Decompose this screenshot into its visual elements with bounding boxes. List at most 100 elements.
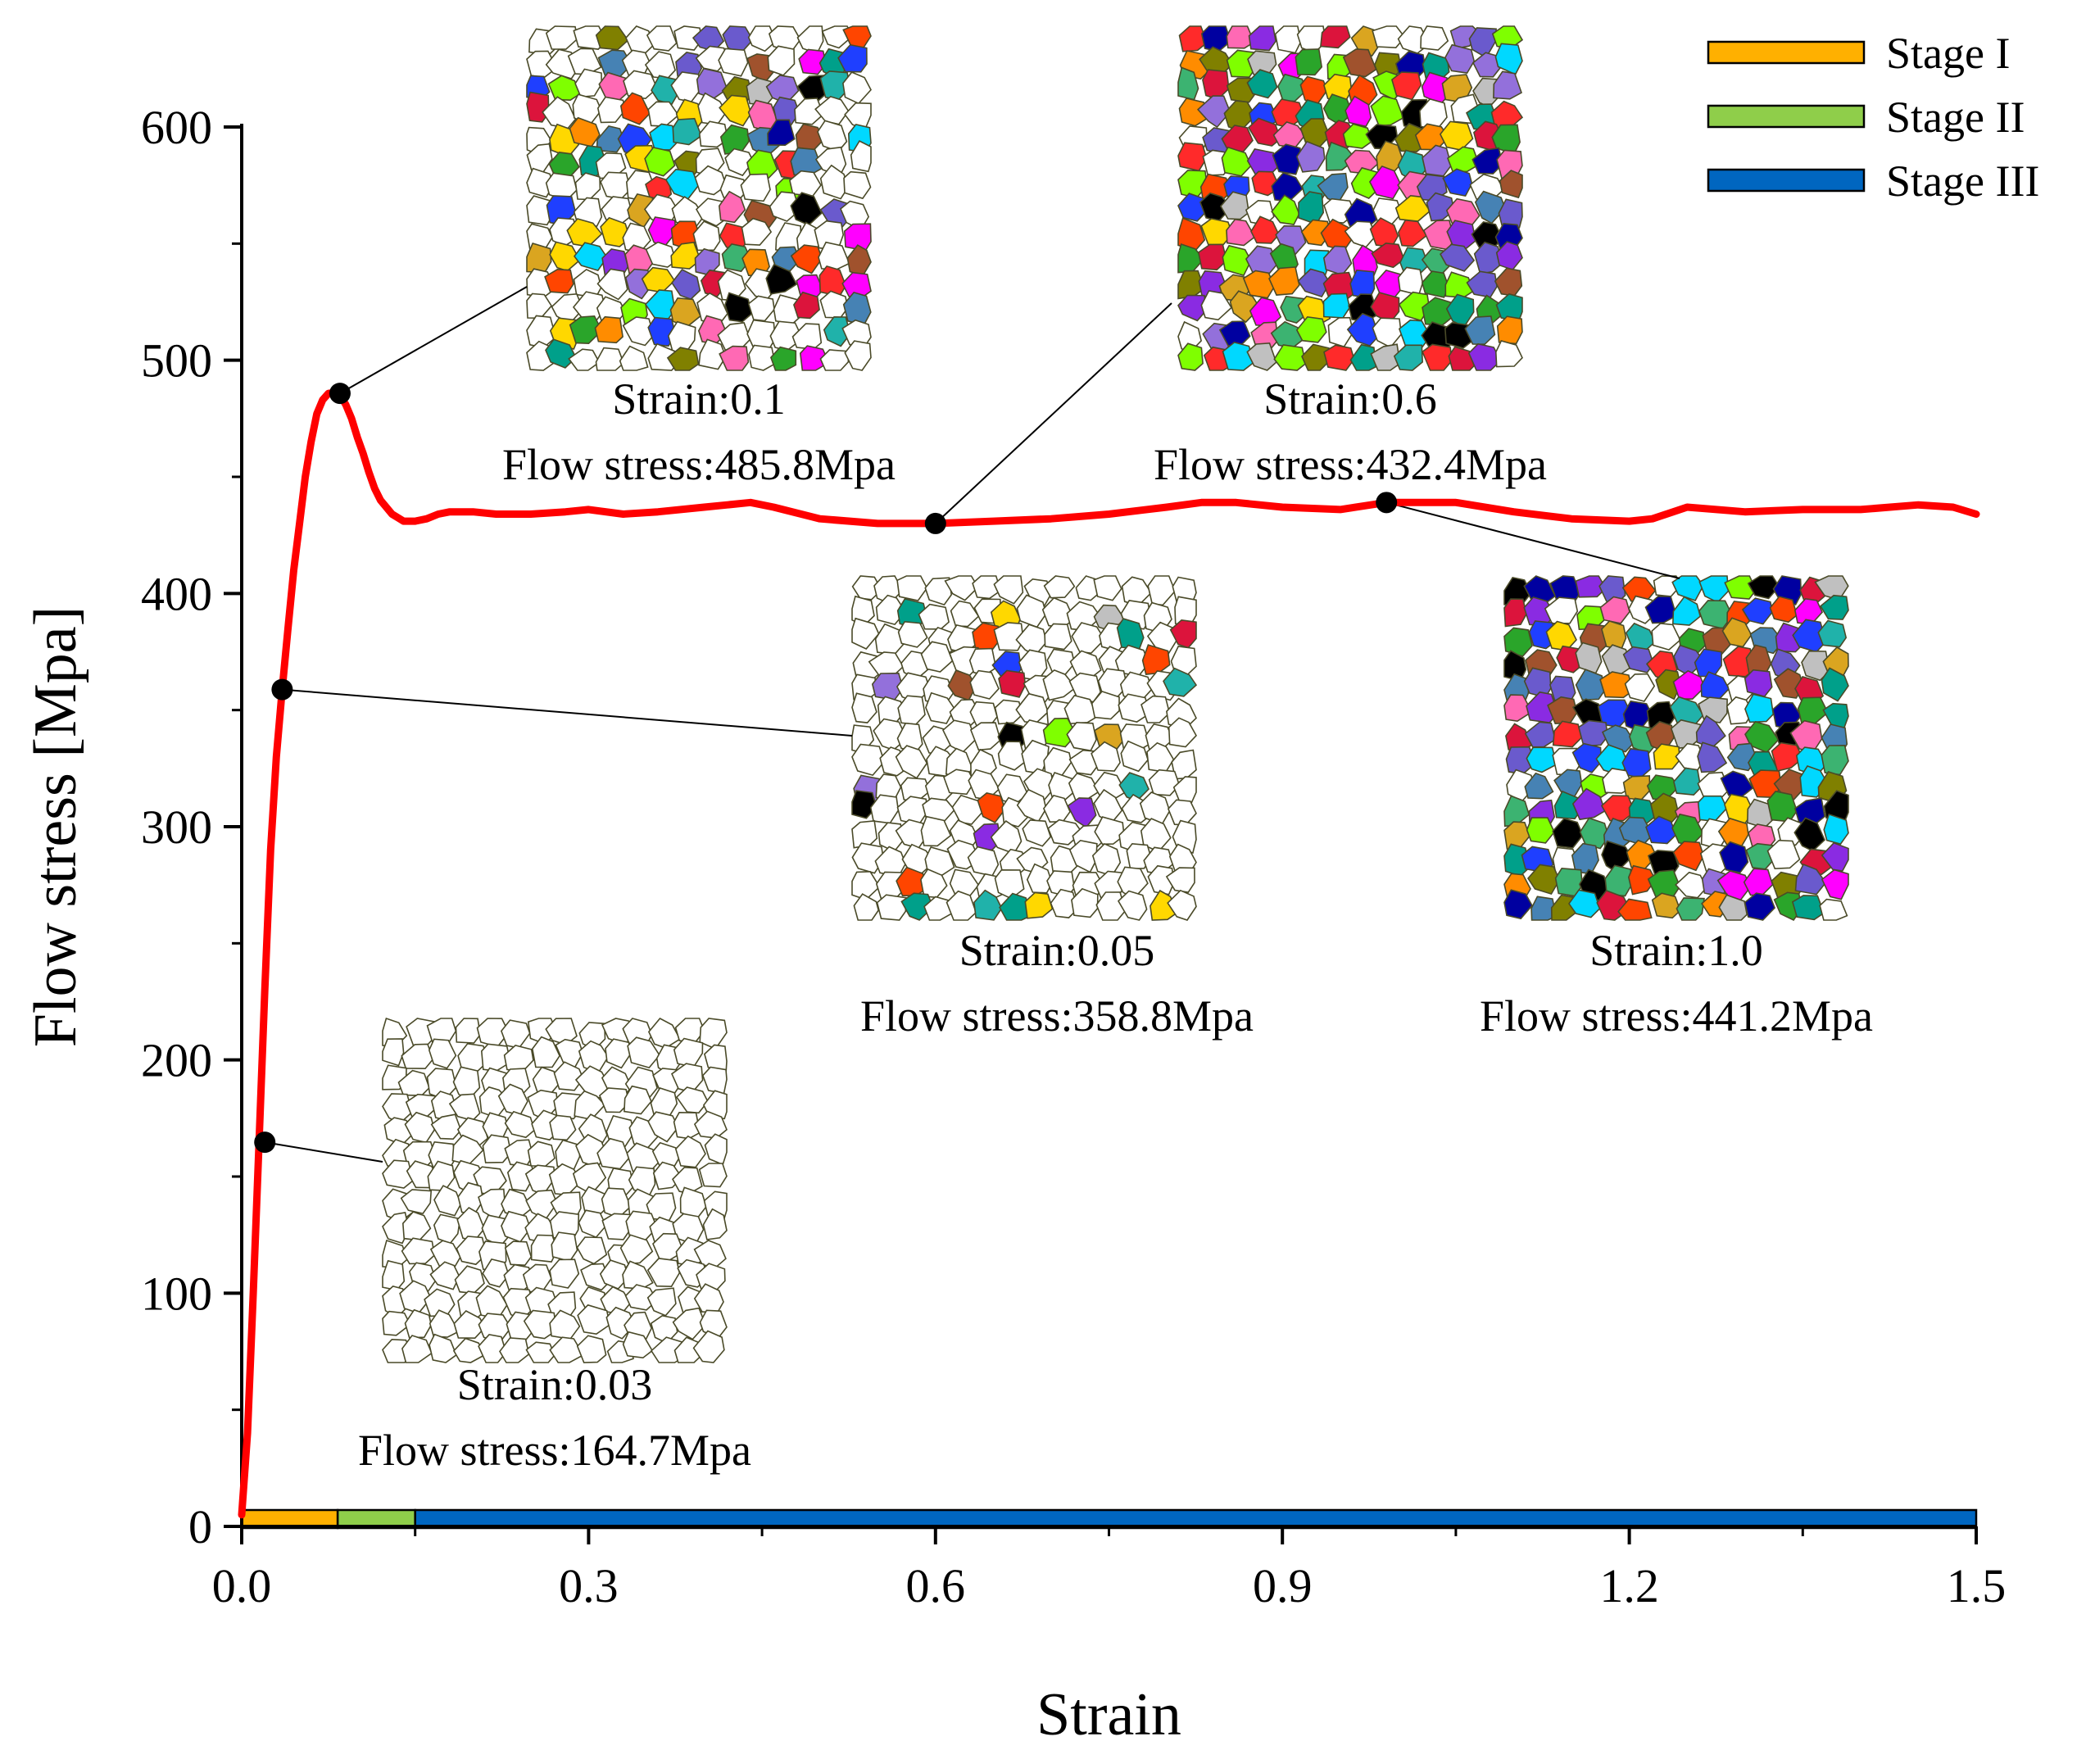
grain bbox=[1168, 717, 1197, 748]
grain bbox=[1226, 218, 1256, 247]
grain bbox=[769, 346, 797, 371]
grain bbox=[1524, 772, 1554, 800]
y-axis-title: Flow stress [Mpa] bbox=[22, 606, 89, 1048]
grain bbox=[740, 173, 771, 202]
grain bbox=[499, 1337, 530, 1363]
grain bbox=[651, 75, 678, 106]
annotation-stress: Flow stress:164.7Mpa bbox=[358, 1426, 751, 1475]
y-tick-label: 200 bbox=[141, 1034, 212, 1087]
grain bbox=[1148, 769, 1181, 796]
grain bbox=[1499, 170, 1523, 199]
grain bbox=[619, 345, 649, 371]
grain bbox=[1769, 596, 1798, 624]
grain bbox=[596, 268, 628, 301]
grain bbox=[1197, 243, 1227, 271]
grain bbox=[1370, 95, 1404, 127]
leader-line bbox=[1385, 501, 1680, 579]
grain bbox=[698, 338, 727, 370]
grain bbox=[549, 1258, 580, 1289]
grain bbox=[692, 220, 721, 252]
grain bbox=[1042, 717, 1077, 748]
grain bbox=[382, 1159, 415, 1189]
grain bbox=[672, 117, 702, 146]
grain bbox=[598, 1087, 630, 1113]
grain bbox=[1575, 669, 1607, 701]
grain bbox=[576, 1335, 607, 1363]
grain bbox=[605, 1038, 632, 1069]
grain bbox=[506, 1161, 536, 1192]
grain bbox=[1167, 889, 1197, 921]
grain bbox=[1368, 165, 1402, 200]
grain bbox=[1624, 673, 1656, 702]
grain bbox=[1426, 192, 1455, 222]
grain bbox=[1719, 841, 1749, 873]
grain bbox=[1178, 25, 1208, 52]
grain bbox=[1526, 746, 1558, 773]
grain bbox=[1439, 243, 1476, 272]
grain bbox=[624, 1284, 658, 1311]
grain bbox=[1295, 48, 1323, 76]
annotation-strain: Strain:0.03 bbox=[457, 1360, 653, 1409]
leader-line bbox=[935, 302, 1172, 524]
legend-label: Stage II bbox=[1886, 93, 2025, 142]
grain bbox=[1222, 244, 1252, 277]
x-axis-title: Strain bbox=[1036, 1681, 1181, 1748]
grain bbox=[670, 241, 701, 270]
grain bbox=[1653, 743, 1681, 770]
x-tick-label: 0.6 bbox=[906, 1559, 966, 1612]
grain bbox=[1744, 693, 1775, 723]
grain bbox=[694, 165, 728, 196]
grain bbox=[719, 345, 750, 371]
grain bbox=[1575, 575, 1608, 598]
grain bbox=[430, 1113, 462, 1140]
grain bbox=[1140, 695, 1171, 723]
grain bbox=[1604, 864, 1632, 897]
grain bbox=[1600, 795, 1635, 822]
grain bbox=[999, 892, 1032, 921]
grain bbox=[1147, 575, 1177, 606]
grain bbox=[429, 1261, 460, 1290]
grain bbox=[851, 743, 886, 777]
grain bbox=[530, 1234, 559, 1263]
grain bbox=[1022, 819, 1052, 847]
grain bbox=[544, 268, 574, 294]
grain bbox=[666, 347, 700, 371]
grain bbox=[876, 894, 907, 921]
grain bbox=[1448, 346, 1476, 371]
legend-swatch bbox=[1707, 104, 1866, 129]
grain bbox=[1071, 887, 1099, 918]
annotation-leaders bbox=[265, 286, 1680, 1163]
grain bbox=[382, 1310, 411, 1336]
grain bbox=[644, 147, 676, 177]
grain bbox=[404, 1308, 433, 1339]
legend-swatch bbox=[1707, 40, 1866, 65]
grain bbox=[574, 68, 603, 98]
grain bbox=[1577, 719, 1608, 747]
grain bbox=[429, 1309, 460, 1338]
grain bbox=[1150, 889, 1180, 921]
grain bbox=[1571, 742, 1603, 773]
grain bbox=[900, 892, 934, 921]
grain bbox=[850, 140, 872, 173]
grain bbox=[619, 92, 651, 125]
grain bbox=[1422, 343, 1453, 371]
grain bbox=[994, 699, 1023, 725]
microstructure-inset bbox=[382, 1017, 728, 1363]
y-tick-label: 400 bbox=[141, 567, 212, 620]
grain bbox=[401, 1043, 434, 1070]
grain bbox=[724, 292, 753, 323]
grain bbox=[1094, 816, 1125, 846]
grain bbox=[1118, 693, 1151, 723]
grain bbox=[595, 25, 629, 51]
grain bbox=[1044, 623, 1072, 651]
grain bbox=[1672, 841, 1705, 872]
grain bbox=[673, 25, 703, 51]
grain bbox=[1817, 619, 1848, 648]
grain bbox=[945, 890, 977, 921]
grain bbox=[1651, 892, 1681, 919]
grain bbox=[851, 842, 885, 874]
grain bbox=[526, 243, 552, 274]
leader-line bbox=[339, 286, 528, 394]
grain bbox=[1622, 646, 1655, 673]
grain bbox=[526, 167, 554, 198]
